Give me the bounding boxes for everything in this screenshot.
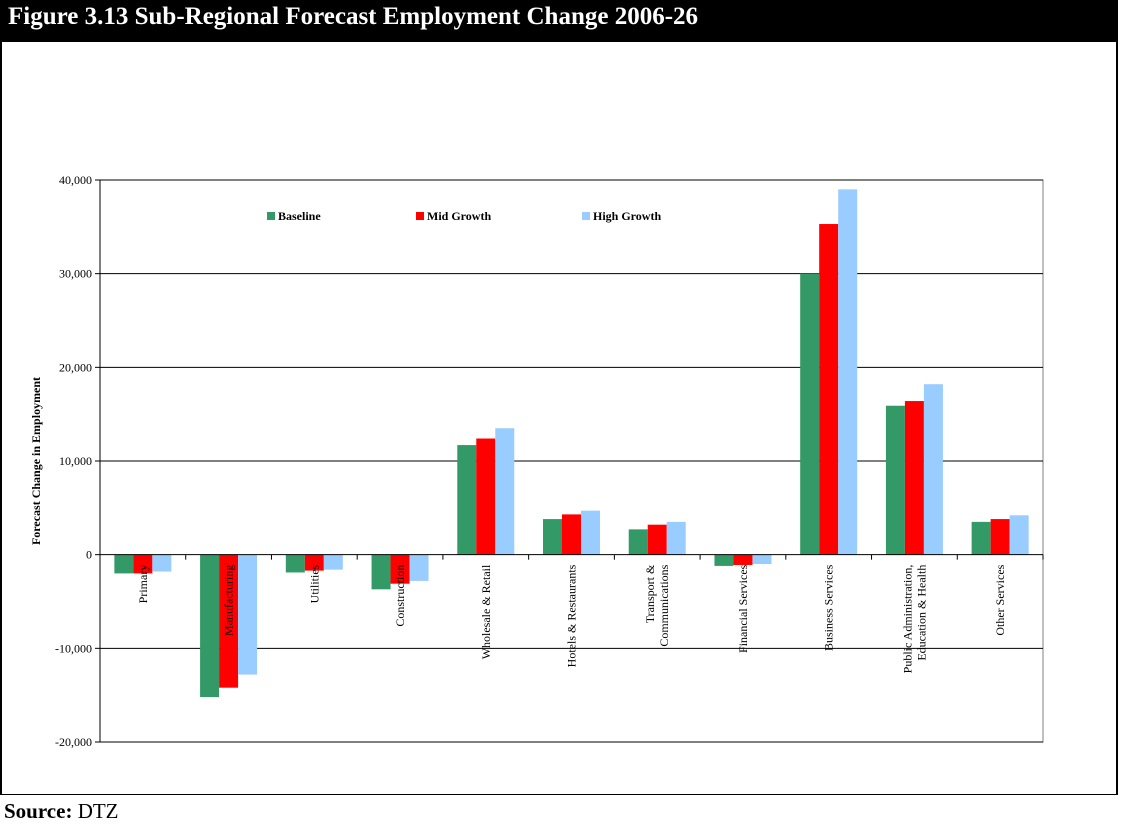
bar: [733, 554, 753, 565]
y-tick-label: -20,000: [55, 735, 92, 749]
bar: [752, 554, 772, 565]
y-tick-label: -10,000: [55, 641, 92, 655]
bar: [457, 445, 477, 555]
bar: [285, 554, 305, 573]
legend-label: Baseline: [278, 209, 321, 223]
category-label-line: Hotels & Restaurants: [565, 564, 579, 667]
category-label-line: Primary: [136, 565, 150, 604]
source-note: Source: DTZ: [4, 797, 119, 825]
bar: [581, 510, 600, 555]
category-label: Utilities: [307, 564, 321, 603]
source-text: DTZ: [77, 799, 119, 823]
legend: Baseline Mid Growth High Growth: [267, 209, 661, 223]
category-label: Hotels & Restaurants: [565, 564, 579, 667]
figure-title: Figure 3.13 Sub-Regional Forecast Employ…: [8, 3, 699, 30]
category-label-line: Public Administration,: [900, 565, 914, 674]
category-label-line: Education & Health: [914, 565, 928, 661]
category-label: Public Administration,Education & Health: [900, 565, 928, 674]
category-label: Wholesale & Retail: [479, 564, 493, 659]
category-label-line: Transport &: [643, 564, 657, 623]
figure-title-bar: Figure 3.13 Sub-Regional Forecast Employ…: [0, 0, 1118, 42]
bar: [304, 554, 324, 571]
bar: [238, 554, 258, 675]
y-tick-label: 40,000: [59, 173, 92, 187]
bar: [1009, 515, 1029, 555]
bar: [562, 514, 581, 555]
bar: [971, 521, 991, 555]
category-label: Primary: [136, 565, 150, 604]
bar: [838, 189, 858, 555]
category-label-line: Wholesale & Retail: [479, 564, 493, 659]
bar: [885, 405, 905, 555]
category-label-line: Utilities: [307, 564, 321, 603]
y-axis: -20,000 -10,000 0 10,000 20,000 30,000 40,000: [55, 173, 101, 749]
y-tick-label: 10,000: [59, 454, 92, 468]
bar: [628, 529, 648, 555]
y-axis-title: Forecast Change in Employment: [29, 377, 43, 545]
category-label-line: Construction: [393, 565, 407, 627]
bar: [647, 524, 667, 555]
category-label: Transport &Communications: [643, 564, 671, 647]
category-label-line: Business Services: [822, 564, 836, 651]
bar: [152, 554, 172, 572]
bar: [114, 554, 134, 574]
source-label: Source:: [4, 799, 73, 823]
bar: [133, 554, 153, 574]
bar: [990, 519, 1010, 555]
bars: [114, 189, 1029, 698]
category-label: Financial Services: [736, 564, 750, 653]
figure-frame: [0, 0, 1118, 795]
x-axis-labels: Primary Manufacturing Utilities Constructio…: [136, 564, 1007, 673]
bar: [371, 554, 391, 590]
bar: [923, 384, 943, 555]
legend-swatch: [582, 212, 590, 220]
category-label: Manufacturing: [222, 565, 236, 636]
bar: [200, 554, 220, 698]
category-label: Construction: [393, 565, 407, 627]
bar: [543, 519, 562, 555]
bar: [800, 273, 820, 555]
bar: [495, 428, 515, 555]
bar: [219, 554, 239, 688]
bar: [476, 438, 496, 555]
category-label-line: Other Services: [993, 564, 1007, 635]
legend-swatch: [416, 212, 424, 220]
category-label-line: Manufacturing: [222, 565, 236, 636]
gridlines: [100, 179, 1043, 743]
category-label-line: Financial Services: [736, 564, 750, 653]
bar: [323, 554, 343, 570]
bar: [904, 401, 924, 555]
bar: [409, 554, 429, 581]
bar: [666, 521, 686, 555]
y-tick-label: 30,000: [59, 267, 92, 281]
category-label: Business Services: [822, 564, 836, 651]
category-label: Other Services: [993, 564, 1007, 635]
y-tick-label: 0: [86, 548, 92, 562]
legend-swatch: [267, 212, 275, 220]
bar: [714, 554, 734, 566]
bar: [390, 554, 410, 584]
category-label-line: Communications: [657, 564, 671, 646]
y-tick-label: 20,000: [59, 360, 92, 374]
bar: [819, 224, 839, 555]
legend-label: High Growth: [593, 209, 661, 223]
legend-label: Mid Growth: [427, 209, 491, 223]
